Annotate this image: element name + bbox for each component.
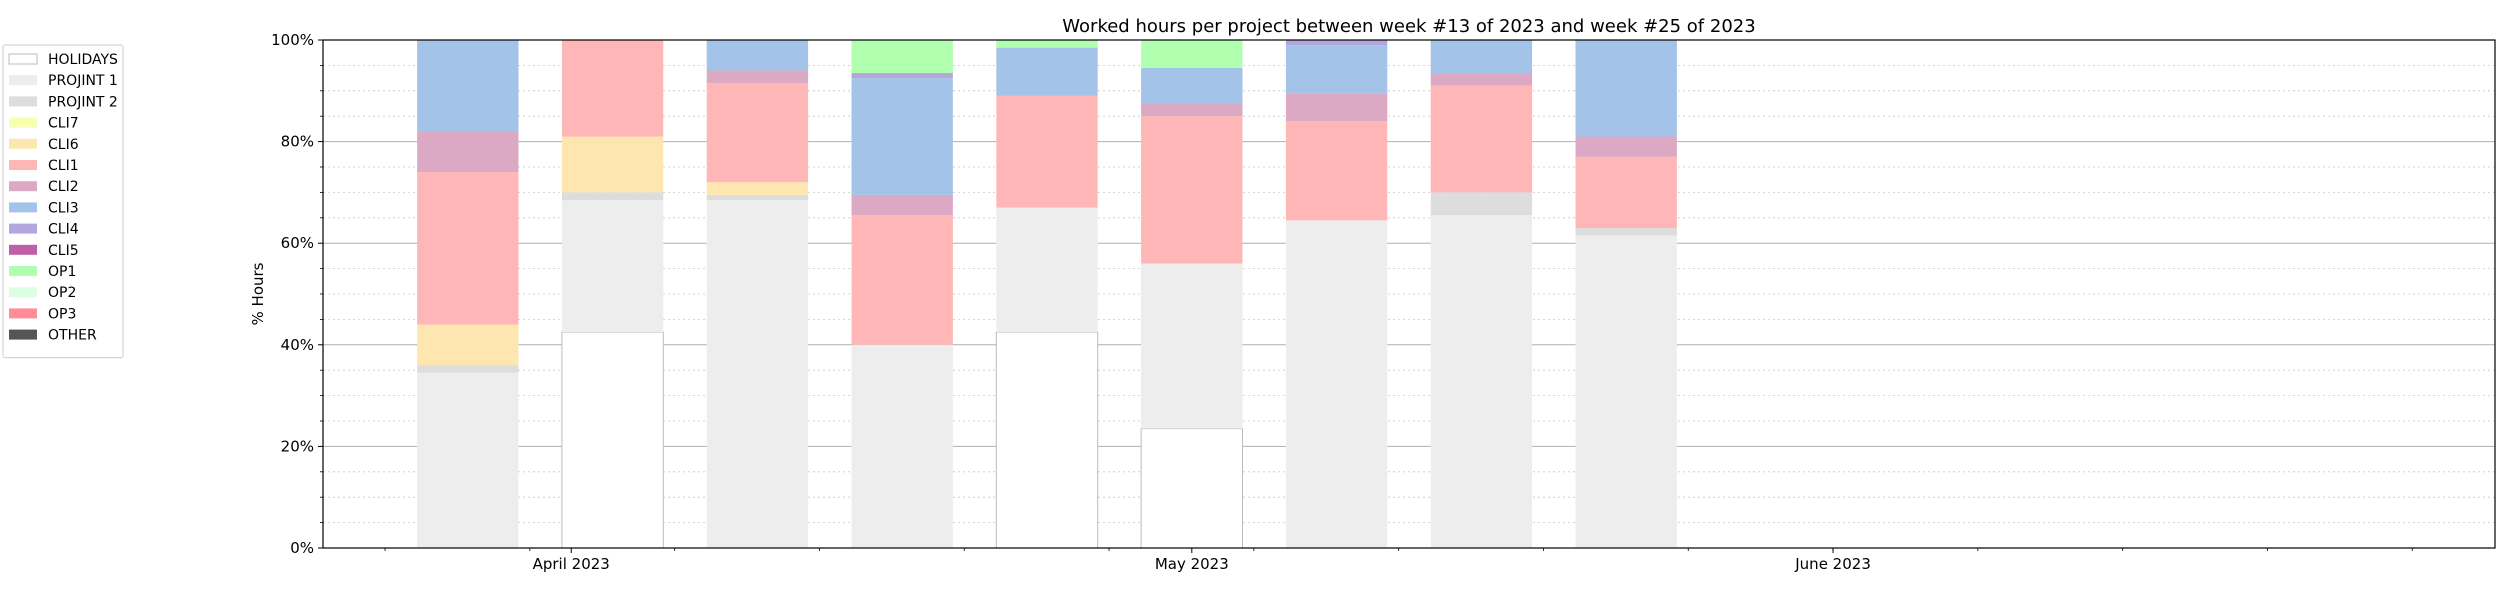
- bar-segment-projint-1: [417, 372, 519, 548]
- bar-segment-cli4: [1285, 40, 1388, 46]
- legend-swatch: [9, 117, 37, 128]
- legend-swatch: [9, 223, 37, 234]
- bar-segment-cli4: [851, 73, 953, 79]
- legend-label: OP3: [48, 306, 76, 322]
- bar-segment-cli3: [1285, 45, 1388, 94]
- legend-swatch: [9, 329, 37, 340]
- legend-swatch: [9, 181, 37, 192]
- bar-segment-cli1: [1430, 85, 1533, 193]
- legend-swatch: [8, 53, 38, 65]
- chart-title: Worked hours per project between week #1…: [1062, 16, 1755, 37]
- bar-segment-projint-1: [1141, 263, 1243, 429]
- bar-segment-cli1: [1575, 156, 1677, 228]
- bar-segment-cli2: [1575, 136, 1677, 157]
- bar-segment-holidays: [995, 331, 1099, 549]
- axes: 0% 20% 40% 60% 80% 100% April 2023 May 2023 June…: [271, 31, 2413, 573]
- legend-label: HOLIDAYS: [48, 52, 118, 68]
- bar-segment-op1: [996, 40, 1098, 48]
- bar-segment-projint-2: [417, 365, 519, 373]
- legend-swatch: [9, 308, 37, 319]
- x-tick-label: April 2023: [533, 555, 610, 573]
- legend-label: CLI7: [48, 116, 79, 132]
- y-axis-label: % Hours: [249, 262, 267, 325]
- bar-segment-cli3: [851, 78, 953, 195]
- bar-segment-cli3: [996, 47, 1098, 96]
- y-tick-label: 80%: [281, 133, 314, 151]
- legend-label: CLI3: [48, 200, 79, 216]
- legend-swatch: [9, 160, 37, 170]
- bar-segment-op1: [851, 40, 953, 74]
- bar-segment-cli2: [1430, 73, 1533, 86]
- bar-segment-projint-2: [1430, 192, 1533, 216]
- bar-segment-cli6: [706, 182, 809, 195]
- bar-segment-cli1: [1285, 121, 1388, 221]
- bar-segment-cli3: [417, 40, 519, 132]
- bar-segment-cli2: [851, 194, 953, 216]
- bar-segment-op1: [1141, 40, 1243, 68]
- bar-segment-cli1: [706, 83, 809, 183]
- bar-segment-cli1: [996, 95, 1098, 208]
- legend: HOLIDAYS PROJINT 1 PROJINT 2 CLI7 CLI6 CLI1 CL…: [2, 44, 124, 359]
- bar-segment-projint-1: [1285, 220, 1388, 548]
- bar-segment-cli2: [1285, 93, 1388, 122]
- legend-swatch: [9, 96, 37, 107]
- y-tick-label: 0%: [290, 539, 314, 557]
- bar-segment-projint-2: [561, 192, 664, 201]
- x-tick-label: June 2023: [1794, 555, 1871, 573]
- legend-swatch: [9, 202, 37, 213]
- legend-label: PROJINT 1: [48, 73, 118, 89]
- y-tick-label: 100%: [271, 31, 314, 49]
- y-tick-label: 40%: [281, 336, 314, 354]
- legend-label: OP1: [48, 264, 76, 280]
- legend-label: CLI6: [48, 137, 79, 153]
- grid-lines: [323, 65, 2495, 523]
- bar-segment-cli6: [561, 136, 664, 193]
- bar-segment-projint-1: [1430, 215, 1533, 548]
- bar-segment-cli3: [1141, 67, 1243, 104]
- bar-segment-cli6: [417, 324, 519, 366]
- bar-segment-cli3: [1430, 40, 1533, 74]
- bar-segment-projint-2: [706, 194, 809, 201]
- legend-label: OTHER: [48, 328, 97, 344]
- bar-segment-projint-1: [851, 344, 953, 548]
- bar-segment-cli1: [561, 40, 664, 137]
- x-tick-label: May 2023: [1155, 555, 1229, 573]
- legend-label: CLI2: [48, 179, 79, 195]
- bar-segment-projint-1: [706, 200, 809, 548]
- legend-swatch: [9, 75, 37, 86]
- legend-label: OP2: [48, 285, 76, 301]
- legend-label: PROJINT 2: [48, 94, 118, 110]
- bar-segment-cli3: [706, 40, 809, 71]
- bar-segment-projint-1: [1575, 235, 1677, 548]
- legend-swatch: [9, 244, 37, 255]
- bar-segment-cli1: [417, 172, 519, 325]
- bar-segment-projint-2: [1575, 227, 1677, 236]
- y-tick-label: 60%: [281, 234, 314, 252]
- bar-segment-projint-1: [561, 200, 664, 333]
- bars: [417, 40, 1677, 549]
- legend-swatch: [9, 266, 37, 276]
- legend-label: CLI1: [48, 158, 79, 174]
- legend-swatch: [9, 287, 37, 298]
- bar-segment-cli2: [417, 131, 519, 173]
- legend-label: CLI4: [48, 222, 79, 238]
- bar-segment-cli1: [851, 215, 953, 345]
- y-tick-label: 20%: [281, 437, 314, 455]
- bar-segment-projint-1: [996, 207, 1098, 333]
- bar-segment-cli2: [706, 70, 809, 84]
- bar-segment-holidays: [1140, 428, 1243, 549]
- bar-segment-cli3: [1575, 40, 1677, 137]
- bar-segment-cli2: [1141, 103, 1243, 117]
- legend-swatch: [9, 138, 37, 149]
- bar-segment-holidays: [561, 331, 664, 549]
- bar-segment-cli1: [1141, 116, 1243, 264]
- legend-label: CLI5: [48, 243, 79, 259]
